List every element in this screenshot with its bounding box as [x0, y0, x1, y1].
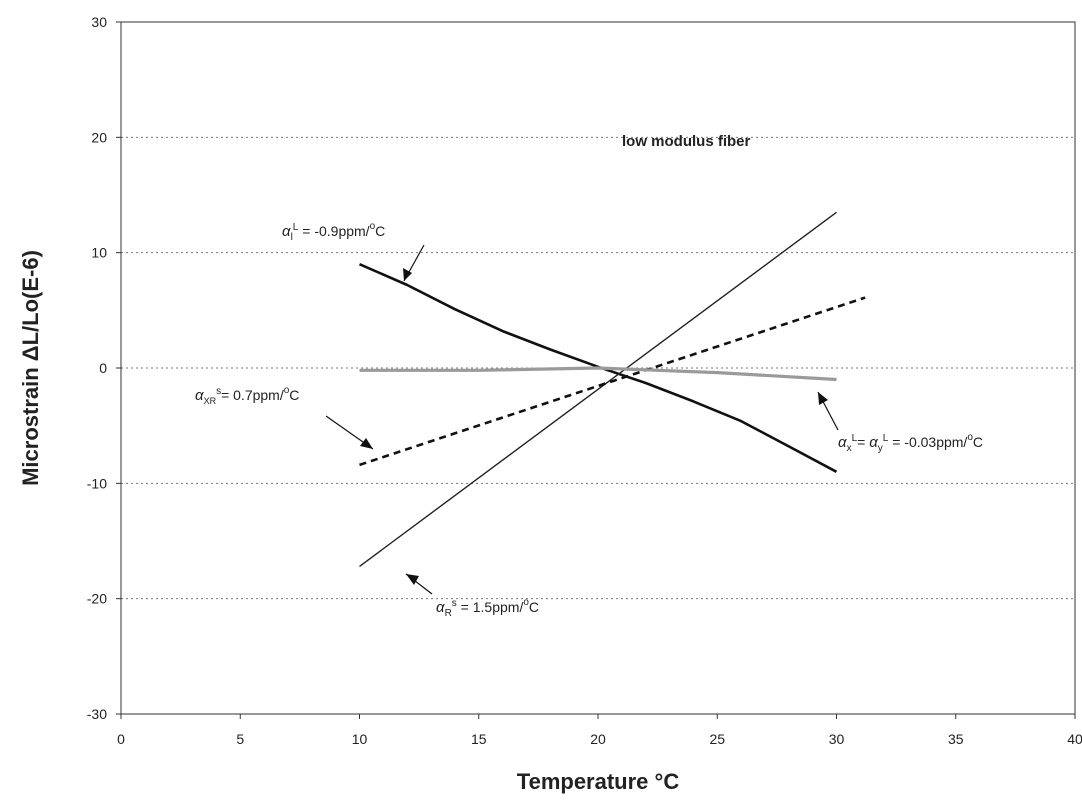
- x-tick-label-1: 5: [236, 731, 244, 747]
- chart-label: low modulus fiber: [622, 133, 750, 150]
- annotation-alpha-xy: αxL= αyL = -0.03ppm/oC: [817, 391, 983, 454]
- y-tick-label-1: -20: [87, 591, 107, 607]
- ticks-layer: -30 -20 -10 0 10 20 30 0 5 10 15 20 25 30 35 40: [87, 14, 1082, 747]
- annotation-alpha-l: αlL = -0.9ppm/oC: [282, 221, 425, 282]
- annotation-alpha-xr: αXRs= 0.7ppm/oC: [195, 385, 374, 450]
- y-tick-label-0: -30: [87, 706, 107, 722]
- y-tick-label-4: 10: [91, 245, 107, 261]
- x-tick-label-5: 25: [709, 731, 725, 747]
- series-line-3: [359, 366, 837, 382]
- series-layer: [358, 211, 866, 567]
- annotation-alpha-xr-text: αXRs= 0.7ppm/oC: [195, 385, 299, 406]
- series-line-1: [359, 211, 837, 567]
- annotation-alpha-xy-text: αxL= αyL = -0.03ppm/oC: [838, 432, 983, 454]
- y-tick-label-5: 20: [91, 129, 107, 145]
- x-tick-label-7: 35: [948, 731, 964, 747]
- y-tick-label-6: 30: [91, 14, 107, 30]
- x-tick-label-6: 30: [829, 731, 845, 747]
- y-axis-title: Microstrain ΔL/Lo(E-6): [18, 250, 43, 486]
- annotation-alpha-r-text: αRs = 1.5ppm/oC: [436, 597, 539, 619]
- annotation-alpha-l-text: αlL = -0.9ppm/oC: [282, 221, 385, 243]
- annotation-alpha-r: αRs = 1.5ppm/oC: [405, 573, 539, 619]
- x-tick-label-2: 10: [352, 731, 368, 747]
- x-tick-label-0: 0: [117, 731, 125, 747]
- x-tick-label-4: 20: [590, 731, 606, 747]
- x-tick-label-8: 40: [1067, 731, 1082, 747]
- series-line-2: [359, 296, 866, 467]
- x-axis-title: Temperature °C: [517, 769, 680, 794]
- x-tick-label-3: 15: [471, 731, 487, 747]
- y-tick-label-3: 0: [99, 360, 107, 376]
- y-tick-label-2: -10: [87, 475, 107, 491]
